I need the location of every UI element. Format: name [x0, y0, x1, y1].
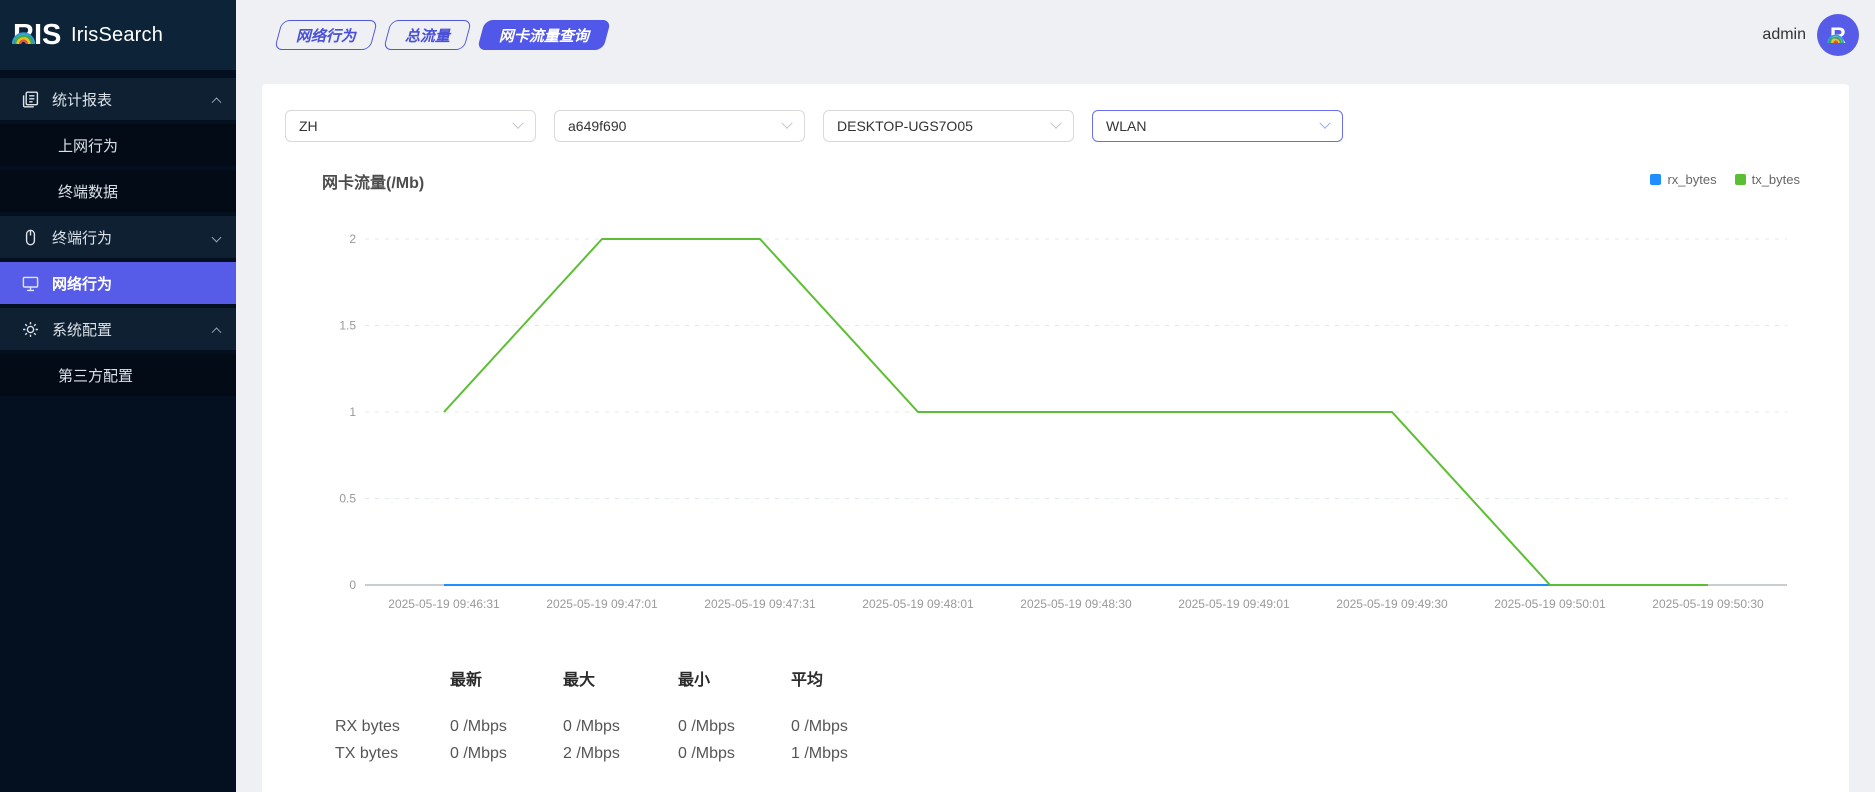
summary-value-cell: 0 /Mbps [450, 740, 563, 767]
y-axis-tick-label: 1 [349, 405, 356, 419]
x-axis-tick-label: 2025-05-19 09:50:01 [1494, 597, 1606, 611]
summary-col-header: 平均 [791, 670, 901, 692]
x-axis-tick-label: 2025-05-19 09:48:01 [862, 597, 974, 611]
sidebar-item-label: 网络行为 [52, 273, 220, 294]
chevron-down-icon [212, 232, 222, 242]
sidebar-item-system-config[interactable]: 系统配置 [0, 308, 236, 350]
language-select[interactable]: ZH [285, 110, 536, 142]
legend-swatch [1735, 174, 1746, 185]
sidebar: RIS IrisSearch 统计报表上网行为终端数据终端行为网络行为系统配置第… [0, 0, 236, 792]
summary-table: 最新最大最小平均RX bytes0 /Mbps0 /Mbps0 /Mbps0 /… [335, 670, 901, 767]
chart-area: 0 0.5 1 1.5 2 2025-05-19 09:46:31 2025-05-19 0… [262, 204, 1849, 624]
summary-value-cell: 0 /Mbps [450, 713, 563, 740]
x-axis-tick-label: 2025-05-19 09:49:01 [1178, 597, 1290, 611]
device-id-select[interactable]: a649f690 [554, 110, 805, 142]
sidebar-subitem-terminal-data[interactable]: 终端数据 [0, 170, 236, 212]
sidebar-menu: 统计报表上网行为终端数据终端行为网络行为系统配置第三方配置 [0, 70, 236, 396]
chevron-down-icon [512, 118, 523, 129]
gear-icon [22, 321, 39, 338]
chevron-up-icon [212, 327, 222, 337]
main-area: 网络行为总流量网卡流量查询 admin R ZH a649f690 DESKTOP-… [236, 0, 1875, 792]
legend-swatch [1650, 174, 1661, 185]
y-axis-tick-label: 1.5 [339, 319, 356, 333]
summary-col-header: 最小 [678, 670, 791, 692]
monitor-icon [22, 275, 39, 292]
sidebar-item-label: 终端行为 [52, 227, 213, 248]
traffic-line-chart: 0 0.5 1 1.5 2 2025-05-19 09:46:31 2025-05-19 0… [262, 204, 1849, 624]
tab-3[interactable]: 网卡流量查询 [477, 20, 611, 50]
summary-value-cell: 0 /Mbps [563, 713, 678, 740]
sidebar-item-stats-report[interactable]: 统计报表 [0, 78, 236, 120]
tab-2[interactable]: 总流量 [383, 20, 472, 50]
filter-row: ZH a649f690 DESKTOP-UGS7O05 WLAN [285, 110, 1343, 142]
sidebar-subitem-third-party-config[interactable]: 第三方配置 [0, 354, 236, 396]
brand-logo-icon: RIS [12, 15, 64, 56]
interface-select[interactable]: WLAN [1092, 110, 1343, 142]
y-axis-tick-label: 2 [349, 232, 356, 246]
tab-1[interactable]: 网络行为 [274, 20, 378, 50]
summary-value-cell: 0 /Mbps [678, 713, 791, 740]
summary-row-label: RX bytes [335, 713, 450, 740]
sidebar-item-label: 系统配置 [52, 319, 213, 340]
y-axis-tick-label: 0.5 [339, 492, 356, 506]
x-axis-tick-label: 2025-05-19 09:46:31 [388, 597, 500, 611]
x-axis-tick-label: 2025-05-19 09:50:30 [1652, 597, 1764, 611]
chart-legend: rx_bytes tx_bytes [1650, 172, 1800, 187]
summary-value-cell: 2 /Mbps [563, 740, 678, 767]
summary-value-cell: 1 /Mbps [791, 740, 901, 767]
summary-row-label: TX bytes [335, 740, 450, 767]
x-axis-tick-label: 2025-05-19 09:48:30 [1020, 597, 1132, 611]
summary-col-header: 最新 [450, 670, 563, 692]
chevron-down-icon [1319, 118, 1330, 129]
chevron-up-icon [212, 97, 222, 107]
avatar[interactable]: R [1817, 14, 1859, 56]
summary-value-cell: 0 /Mbps [791, 713, 901, 740]
hostname-select[interactable]: DESKTOP-UGS7O05 [823, 110, 1074, 142]
summary-col-header: 最大 [563, 670, 678, 692]
report-icon [22, 91, 39, 108]
mouse-icon [22, 229, 39, 246]
legend-item-tx_bytes[interactable]: tx_bytes [1735, 172, 1800, 187]
x-axis-tick-label: 2025-05-19 09:47:01 [546, 597, 658, 611]
chart-title: 网卡流量(/Mb) [322, 169, 424, 193]
legend-item-rx_bytes[interactable]: rx_bytes [1650, 172, 1716, 187]
username-label: admin [1762, 26, 1806, 44]
summary-value-cell: 0 /Mbps [678, 740, 791, 767]
user-area: admin R [1762, 14, 1859, 56]
x-axis-tick-label: 2025-05-19 09:47:31 [704, 597, 816, 611]
sidebar-subitem-internet-behavior[interactable]: 上网行为 [0, 124, 236, 166]
summary-spacer [335, 692, 901, 713]
sidebar-item-network-behavior[interactable]: 网络行为 [0, 262, 236, 304]
summary-corner-cell [335, 670, 450, 692]
sidebar-item-label: 统计报表 [52, 89, 213, 110]
top-bar: 网络行为总流量网卡流量查询 admin R [236, 0, 1875, 70]
brand-name: IrisSearch [71, 24, 163, 47]
y-axis-tick-label: 0 [349, 578, 356, 592]
chevron-down-icon [781, 118, 792, 129]
sidebar-header: RIS IrisSearch [0, 0, 236, 70]
summary-grid: 最新最大最小平均RX bytes0 /Mbps0 /Mbps0 /Mbps0 /… [335, 670, 901, 767]
x-axis-tick-label: 2025-05-19 09:49:30 [1336, 597, 1448, 611]
chevron-down-icon [1050, 118, 1061, 129]
tab-bar: 网络行为总流量网卡流量查询 [278, 20, 607, 50]
sidebar-item-terminal-behavior[interactable]: 终端行为 [0, 216, 236, 258]
content-card: ZHa649f690DESKTOP-UGS7O05WLAN 网卡流量(/Mb) … [262, 84, 1849, 792]
